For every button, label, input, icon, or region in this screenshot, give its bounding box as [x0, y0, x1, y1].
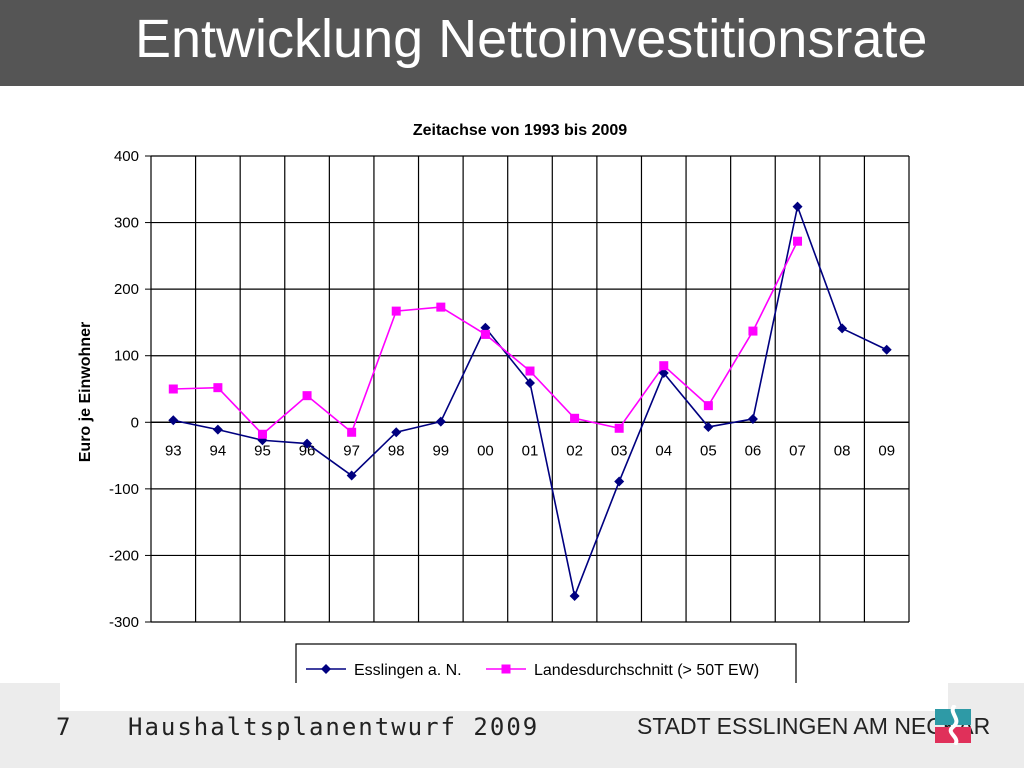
data-point-esslingen	[212, 424, 223, 435]
x-tick-label: 00	[477, 442, 494, 459]
x-tick-label: 97	[343, 442, 360, 459]
footer-strip	[60, 683, 948, 711]
data-point-esslingen	[614, 476, 625, 487]
data-point-esslingen	[321, 664, 331, 674]
y-tick-label: 400	[114, 148, 139, 165]
data-point-landesdurchschnitt	[525, 366, 535, 376]
data-point-landesdurchschnitt	[703, 401, 713, 411]
x-tick-label: 95	[254, 442, 271, 459]
x-tick-label: 09	[878, 442, 895, 459]
data-point-landesdurchschnitt	[793, 236, 803, 246]
data-point-esslingen	[391, 427, 402, 438]
data-point-landesdurchschnitt	[168, 384, 178, 394]
data-point-esslingen	[168, 415, 179, 426]
x-tick-label: 06	[745, 442, 762, 459]
legend-box	[295, 643, 797, 683]
y-tick-label: 200	[114, 281, 139, 298]
data-point-esslingen	[569, 591, 580, 602]
data-point-esslingen	[747, 413, 758, 424]
x-tick-label: 04	[655, 442, 672, 459]
series-line-esslingen	[173, 203, 888, 599]
y-tick-label: -200	[109, 547, 139, 564]
organization-name: STADT ESSLINGEN AM NECKAR	[637, 713, 991, 739]
data-point-landesdurchschnitt	[436, 302, 446, 312]
data-point-esslingen	[658, 368, 669, 379]
data-point-landesdurchschnitt	[302, 391, 312, 401]
footer-bar	[0, 683, 1024, 768]
x-tick-label: 93	[165, 442, 182, 459]
x-tick-label: 98	[388, 442, 405, 459]
data-point-landesdurchschnitt	[501, 664, 511, 674]
title-bar: Entwicklung Nettoinvestitionsrate	[0, 0, 1024, 86]
chart-title: Zeitachse von 1993 bis 2009	[413, 122, 627, 139]
footer-label: Haushaltsplanentwurf 2009	[128, 713, 540, 741]
data-point-landesdurchschnitt	[659, 361, 669, 371]
x-tick-label: 03	[611, 442, 628, 459]
data-point-landesdurchschnitt	[257, 429, 267, 439]
data-point-esslingen	[346, 470, 357, 481]
data-point-landesdurchschnitt	[748, 326, 758, 336]
x-tick-label: 05	[700, 442, 717, 459]
line-chart: Zeitachse von 1993 bis 2009 Euro je Einw…	[77, 122, 910, 683]
x-tick-label: 94	[210, 442, 227, 459]
y-tick-label: 100	[114, 348, 139, 365]
y-axis-label: Euro je Einwohner	[77, 322, 94, 462]
x-tick-label: 08	[834, 442, 851, 459]
data-point-landesdurchschnitt	[614, 423, 624, 433]
data-point-esslingen	[435, 416, 446, 427]
legend-label: Esslingen a. N.	[354, 662, 462, 679]
y-tick-label: 300	[114, 215, 139, 232]
y-tick-label: -300	[109, 614, 139, 631]
x-tick-label: 07	[789, 442, 806, 459]
page-number: 7	[56, 713, 71, 741]
slide-title: Entwicklung Nettoinvestitionsrate	[135, 9, 928, 69]
data-point-landesdurchschnitt	[570, 413, 580, 423]
y-tick-label: -100	[109, 481, 139, 498]
data-point-landesdurchschnitt	[480, 329, 490, 339]
x-tick-label: 02	[566, 442, 583, 459]
x-tick-label: 99	[432, 442, 449, 459]
data-point-esslingen	[881, 344, 892, 355]
data-point-esslingen	[837, 323, 848, 334]
legend-label: Landesdurchschnitt (> 50T EW)	[534, 662, 759, 679]
data-point-esslingen	[525, 378, 535, 389]
data-point-esslingen	[703, 421, 714, 432]
y-tick-label: 0	[131, 414, 139, 431]
data-point-landesdurchschnitt	[213, 383, 223, 393]
data-point-landesdurchschnitt	[347, 427, 357, 437]
city-logo-icon	[935, 705, 971, 745]
data-point-esslingen	[792, 201, 803, 212]
data-point-esslingen	[302, 438, 313, 449]
legend: Esslingen a. N. Landesdurchschnitt (> 50T…	[295, 643, 797, 683]
x-tick-label: 01	[522, 442, 539, 459]
data-point-landesdurchschnitt	[391, 306, 401, 316]
